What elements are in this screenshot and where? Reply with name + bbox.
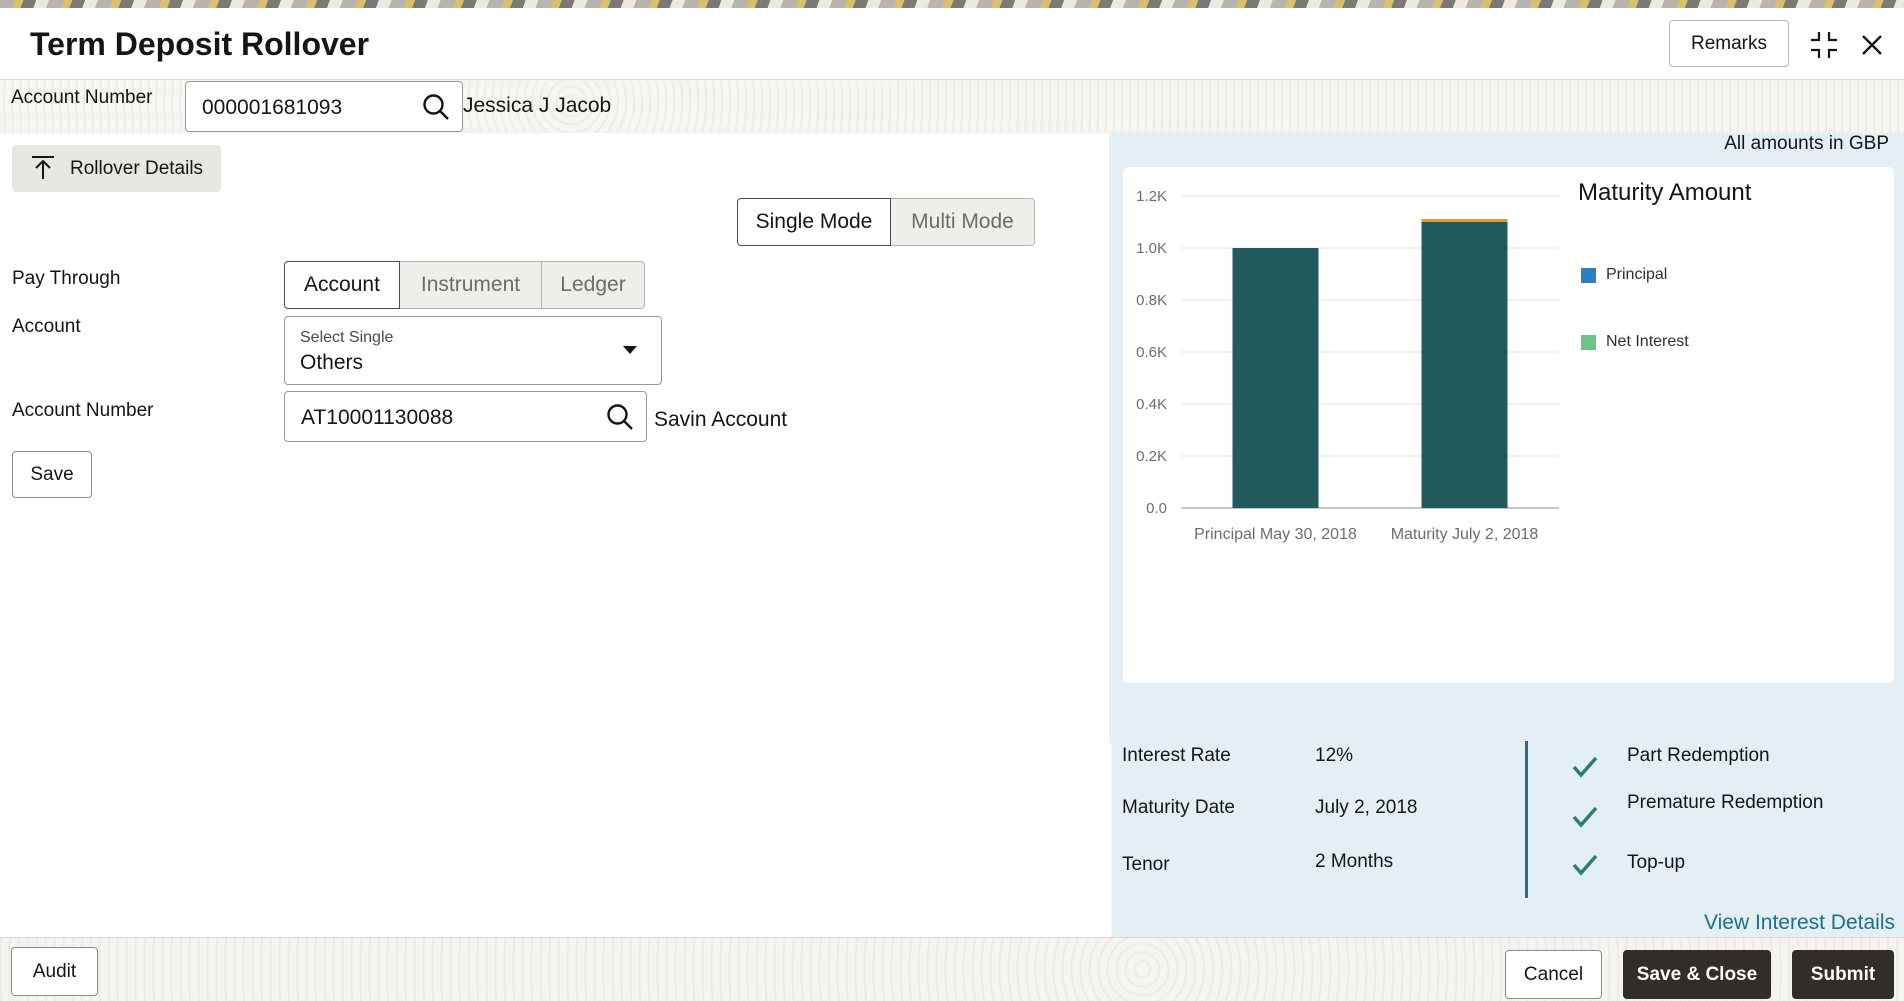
maturity-chart-card: Maturity Amount 0.0 0.2K 0.4K 0.6K 0.8K 1.0K 1… [1123,167,1894,683]
collapse-up-icon [32,156,54,179]
legend-principal: Principal [1581,266,1667,284]
account-label: Account [12,316,81,337]
summary-divider [1525,741,1528,898]
amounts-currency-note: All amounts in GBP [1724,133,1889,154]
checkmark-icon [1572,806,1598,828]
feature-premature-redemption: Premature Redemption [1627,792,1824,813]
y-tick-label: 0.6K [1136,344,1167,361]
title-bar: Term Deposit Rollover Remarks [0,8,1904,80]
x-tick-label: Maturity July 2, 2018 [1391,526,1539,543]
search-icon[interactable] [606,403,634,436]
bar-principal [1232,248,1319,508]
y-tick-label: 0.2K [1136,448,1167,465]
rollover-details-label: Rollover Details [70,158,204,179]
header-decoration-strip [0,0,1904,8]
y-tick-label: 0.4K [1136,396,1167,413]
y-tick-label: 0.0 [1146,500,1167,517]
minimize-window-icon[interactable] [1807,28,1841,62]
submit-button[interactable]: Submit [1792,950,1894,999]
search-icon[interactable] [422,93,450,126]
account-select-placeholder: Select Single [300,329,394,346]
maturity-amount-chart: 0.0 0.2K 0.4K 0.6K 0.8K 1.0K 1.2K Principal May… [1136,188,1559,543]
legend-principal-swatch [1581,267,1596,283]
save-and-close-button[interactable]: Save & Close [1623,950,1771,999]
deposit-summary-panel: All amounts in GBP Maturity Amount 0.0 0.… [1112,133,1904,937]
interest-rate-label: Interest Rate [1122,745,1231,766]
pay-through-toggle: Account Instrument Ledger [284,261,645,309]
account-select[interactable]: Select Single Others [284,316,662,385]
tenor-value: 2 Months [1315,851,1394,872]
rollover-account-name: Savin Account [654,408,788,431]
x-tick-label: Principal May 30, 2018 [1194,526,1357,543]
account-number-field[interactable]: 000001681093 [185,81,463,132]
rollover-details-panel: Rollover Details Single Mode Multi Mode … [0,133,1111,743]
legend-net-interest: Net Interest [1581,333,1689,351]
rollover-account-number-label: Account Number [12,400,154,421]
checkmark-icon [1572,854,1598,876]
y-tick-label: 1.2K [1136,188,1167,205]
rollover-account-number-value: AT10001130088 [301,406,454,429]
single-mode-option[interactable]: Single Mode [737,198,891,246]
dropdown-caret-icon [623,346,637,354]
chart-title: Maturity Amount [1578,179,1752,206]
rollover-account-number-field[interactable]: AT10001130088 [284,391,647,442]
account-holder-name: Jessica J Jacob [463,94,612,117]
account-select-value: Others [300,351,364,374]
account-number-value: 000001681093 [202,96,343,119]
audit-button[interactable]: Audit [11,947,98,996]
multi-mode-option[interactable]: Multi Mode [891,198,1035,246]
legend-net-interest-label: Net Interest [1606,333,1689,350]
pay-through-instrument-option[interactable]: Instrument [400,261,542,309]
y-tick-label: 1.0K [1136,240,1167,257]
cancel-button[interactable]: Cancel [1505,950,1602,999]
checkmark-icon [1572,756,1598,778]
save-button[interactable]: Save [12,451,92,498]
y-tick-label: 0.8K [1136,292,1167,309]
close-icon[interactable] [1855,28,1889,62]
view-interest-details-link[interactable]: View Interest Details [1703,911,1895,934]
pay-through-label: Pay Through [12,268,121,289]
feature-part-redemption: Part Redemption [1627,745,1770,766]
pay-through-account-option[interactable]: Account [284,261,400,309]
legend-principal-label: Principal [1606,266,1668,283]
account-number-label: Account Number [11,87,153,108]
pay-through-ledger-option[interactable]: Ledger [542,261,645,309]
tenor-label: Tenor [1122,854,1170,875]
rollover-details-section-button[interactable]: Rollover Details [12,145,221,192]
footer-bar: Audit Cancel Save & Close Submit [0,937,1904,1001]
remarks-button[interactable]: Remarks [1669,20,1789,67]
account-header-row: Account Number 000001681093 Jessica J Ja… [0,81,1904,132]
left-panel-blank-area [0,743,1111,937]
maturity-date-label: Maturity Date [1122,797,1235,818]
interest-rate-value: 12% [1315,745,1354,766]
mode-toggle: Single Mode Multi Mode [737,198,1035,246]
legend-net-interest-swatch [1581,334,1596,350]
bar-principal [1421,222,1508,508]
bar-net-interest [1421,219,1508,222]
page-title: Term Deposit Rollover [30,26,370,62]
maturity-date-value: July 2, 2018 [1315,797,1418,818]
feature-top-up: Top-up [1627,852,1686,873]
